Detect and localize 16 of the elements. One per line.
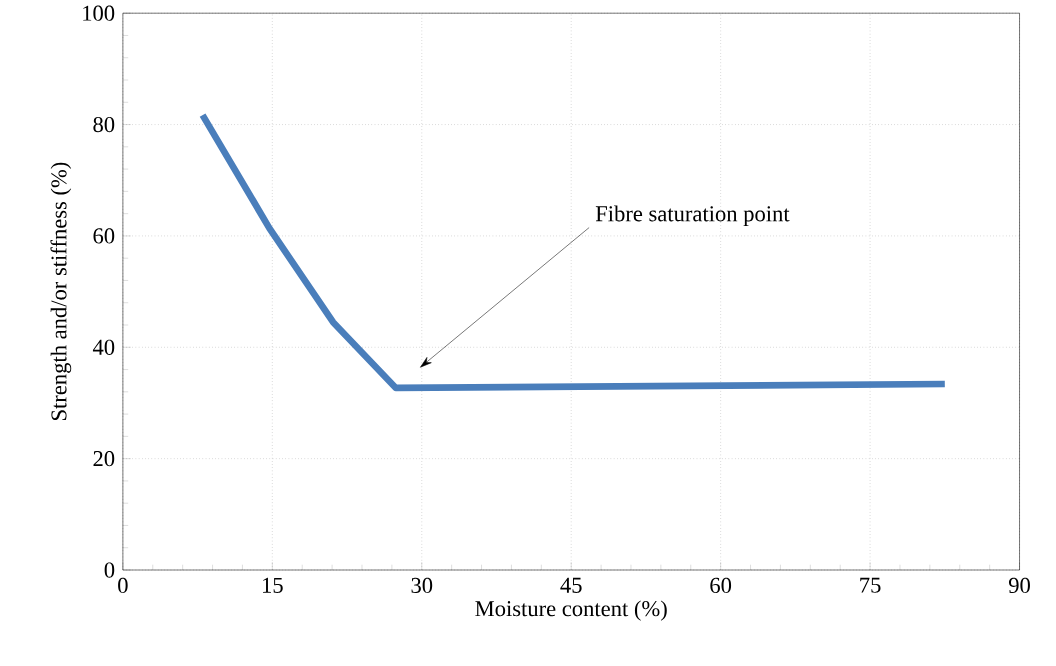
y-tick-label: 80 [93,116,115,133]
x-tick-label: 0 [118,577,128,594]
x-tick-label: 60 [710,577,732,594]
y-tick-label: 60 [93,228,115,244]
x-tick-label: 15 [263,577,283,593]
x-axis-title: Moisture content (%) [475,600,667,621]
x-tick-label: 45 [560,577,582,593]
x-tick-label: 30 [411,577,433,594]
y-axis-title: Strength and/or stiffness (%) [50,162,72,421]
y-tick-label: 40 [92,339,115,355]
y-tick-label: 100 [83,5,115,21]
x-tick-label: 90 [1008,577,1030,594]
annotation: Fibre saturation point [595,205,790,226]
y-tick-label: 0 [104,562,115,578]
x-tick-label: 75 [860,577,881,593]
y-tick-label: 20 [93,451,115,467]
